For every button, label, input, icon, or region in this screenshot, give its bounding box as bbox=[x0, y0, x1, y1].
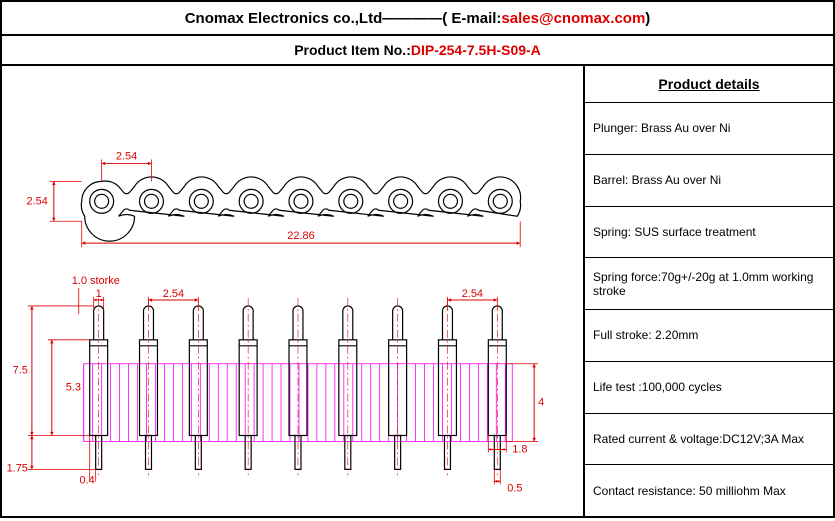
detail-barrel: Barrel: Brass Au over Ni bbox=[585, 155, 833, 207]
detail-contact-resistance: Contact resistance: 50 milliohm Max bbox=[585, 465, 833, 516]
detail-rated: Rated current & voltage:DC12V;3A Max bbox=[585, 414, 833, 466]
svg-text:2.54: 2.54 bbox=[163, 288, 184, 300]
svg-text:2.54: 2.54 bbox=[462, 288, 483, 300]
company-name: Cnomax Electronics co.,Ltd————( E-mail: bbox=[185, 10, 502, 27]
detail-spring-force: Spring force:70g+/-20g at 1.0mm working … bbox=[585, 258, 833, 310]
detail-plunger: Plunger: Brass Au over Ni bbox=[585, 103, 833, 155]
contact-email: sales@cnomax.com bbox=[501, 10, 645, 27]
item-label: Product Item No.: bbox=[294, 42, 411, 58]
detail-spring: Spring: SUS surface treatment bbox=[585, 207, 833, 259]
detail-life-test: Life test :100,000 cycles bbox=[585, 362, 833, 414]
svg-text:1.75: 1.75 bbox=[7, 462, 28, 474]
svg-text:2.54: 2.54 bbox=[27, 195, 48, 207]
detail-full-stroke: Full stroke: 2.20mm bbox=[585, 310, 833, 362]
item-row: Product Item No.: DIP-254-7.5H-S09-A bbox=[2, 36, 833, 66]
item-number: DIP-254-7.5H-S09-A bbox=[411, 42, 541, 58]
svg-text:1.0 storke: 1.0 storke bbox=[72, 275, 120, 287]
technical-drawing: 2.54 2.54 22.86 1.0 storke1 2.54 2.54 7.5 5.3 1.… bbox=[2, 66, 583, 516]
details-pane: Product details Plunger: Brass Au over N… bbox=[585, 66, 833, 516]
details-title: Product details bbox=[585, 66, 833, 103]
svg-text:22.86: 22.86 bbox=[287, 230, 314, 242]
datasheet-frame: Cnomax Electronics co.,Ltd————( E-mail: … bbox=[0, 0, 835, 518]
svg-text:5.3: 5.3 bbox=[66, 382, 81, 394]
svg-text:4: 4 bbox=[538, 397, 544, 409]
svg-text:1.8: 1.8 bbox=[512, 443, 527, 455]
svg-text:7.5: 7.5 bbox=[13, 365, 28, 377]
svg-text:0.4: 0.4 bbox=[79, 474, 94, 486]
svg-text:0.5: 0.5 bbox=[507, 482, 522, 494]
drawing-pane: 2.54 2.54 22.86 1.0 storke1 2.54 2.54 7.5 5.3 1.… bbox=[2, 66, 585, 516]
body: 2.54 2.54 22.86 1.0 storke1 2.54 2.54 7.5 5.3 1.… bbox=[2, 66, 833, 516]
svg-text:2.54: 2.54 bbox=[116, 150, 137, 162]
header-row: Cnomax Electronics co.,Ltd————( E-mail: … bbox=[2, 2, 833, 36]
header-close: ) bbox=[645, 10, 650, 27]
svg-text:1: 1 bbox=[96, 288, 102, 300]
